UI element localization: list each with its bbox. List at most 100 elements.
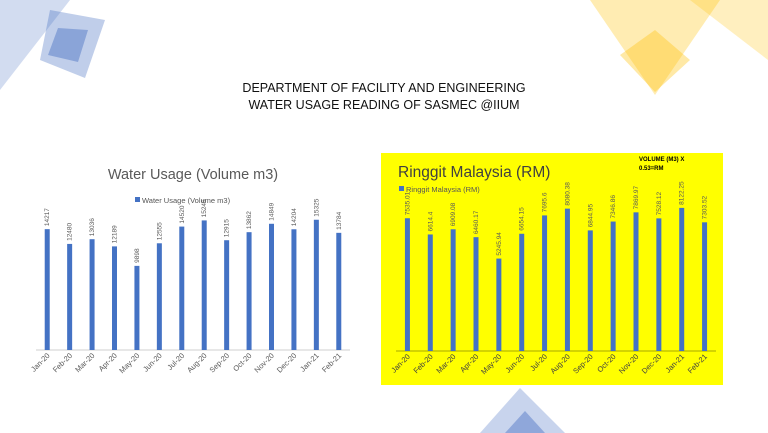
chart-title: Ringgit Malaysia (RM)	[398, 164, 550, 181]
tick-label: Jul-20	[528, 352, 549, 373]
data-label: 8080.38	[564, 182, 571, 206]
legend-label: Ringgit Malaysia (RM)	[406, 185, 480, 194]
data-label: 15246	[201, 199, 208, 217]
bar-Jun-20	[519, 233, 525, 351]
tick-label: Nov-20	[252, 351, 275, 374]
bar-Jan-20	[44, 229, 50, 350]
bar-Jan-20	[404, 218, 410, 351]
tick-label: Apr-20	[458, 352, 480, 374]
legend-label: Water Usage (Volume m3)	[142, 196, 231, 205]
data-label: 7346.86	[610, 195, 617, 219]
bar-May-20	[496, 258, 502, 351]
data-label: 14217	[44, 208, 51, 226]
tick-label: Sep-20	[208, 351, 231, 374]
data-label: 15325	[313, 198, 320, 216]
data-label: 6844.95	[587, 204, 594, 228]
data-label: 8122.25	[679, 181, 686, 205]
tick-label: Feb-21	[320, 351, 343, 374]
bar-Nov-20	[633, 212, 639, 351]
tick-label: Oct-20	[595, 352, 617, 374]
chart-annotation: 0.53=RM	[639, 166, 664, 172]
data-label: 9898	[134, 248, 141, 263]
data-label: 13784	[336, 211, 343, 229]
bar-Feb-21	[702, 222, 708, 351]
data-label: 7695.6	[542, 192, 549, 212]
bar-May-20	[134, 265, 140, 350]
data-label: 7528.12	[656, 191, 663, 215]
data-label: 14849	[269, 202, 276, 220]
bar-Feb-20	[427, 234, 433, 351]
legend-swatch	[399, 186, 404, 191]
tick-label: Feb-21	[686, 352, 709, 375]
bar-Sep-20	[587, 230, 593, 351]
tick-label: Aug-20	[548, 352, 571, 375]
bar-Aug-20	[564, 208, 570, 351]
tick-label: Sep-20	[571, 352, 594, 375]
bar-Oct-20	[246, 232, 252, 350]
data-label: 6654.15	[519, 207, 526, 231]
tick-label: Mar-20	[73, 351, 96, 374]
chart-legend: Ringgit Malaysia (RM)	[399, 185, 480, 194]
data-label: 7869.97	[633, 185, 640, 209]
tick-label: Jun-20	[141, 351, 164, 374]
bar-Nov-20	[269, 223, 274, 350]
data-label: 12189	[112, 225, 119, 243]
decor-bottom	[480, 388, 565, 433]
bar-Oct-20	[610, 221, 616, 351]
water-usage-chart: Water Usage (Volume m3) Water Usage (Volu…	[28, 155, 358, 385]
data-label: 12555	[156, 222, 163, 240]
bar-Jul-20	[542, 215, 548, 351]
tick-label: Aug-20	[185, 351, 208, 374]
tick-label: May-20	[117, 351, 141, 375]
legend-swatch	[135, 197, 140, 202]
data-label: 12915	[224, 219, 231, 237]
ringgit-chart-svg: Ringgit Malaysia (RM) Ringgit Malaysia (R…	[389, 157, 716, 376]
bar-Aug-20	[201, 220, 207, 350]
tick-label: Dec-20	[640, 352, 663, 375]
ringgit-chart: Ringgit Malaysia (RM) Ringgit Malaysia (R…	[381, 153, 723, 385]
chart-annotation: VOLUME (M3) X	[639, 157, 684, 163]
bar-Feb-20	[67, 243, 73, 350]
tick-label: Jan-21	[298, 351, 321, 374]
bar-Dec-20	[291, 229, 297, 350]
decor-top-right	[590, 0, 768, 95]
bar-Apr-20	[112, 246, 117, 350]
title-line-1: DEPARTMENT OF FACILITY AND ENGINEERING	[242, 81, 526, 95]
data-label: 6460.17	[473, 210, 480, 234]
data-label: 14204	[291, 208, 298, 226]
data-label: 6614.4	[427, 211, 434, 231]
data-label: 6909.08	[450, 202, 457, 226]
tick-label: Feb-20	[51, 351, 74, 374]
bar-Sep-20	[224, 240, 230, 350]
bar-Jan-21	[679, 207, 685, 351]
tick-label: Jun-20	[504, 352, 527, 375]
page-title: DEPARTMENT OF FACILITY AND ENGINEERING W…	[0, 80, 768, 114]
tick-label: Mar-20	[434, 352, 457, 375]
data-label: 12480	[67, 222, 74, 240]
bar-Dec-20	[656, 218, 662, 351]
water-usage-chart-svg: Water Usage (Volume m3) Water Usage (Volu…	[29, 167, 350, 375]
bar-Jan-21	[313, 219, 319, 350]
bar-Jul-20	[179, 226, 185, 350]
chart-legend: Water Usage (Volume m3)	[135, 196, 231, 205]
tick-label: Jan-20	[29, 351, 52, 374]
tick-label: Feb-20	[412, 352, 435, 375]
tick-label: Apr-20	[97, 351, 119, 373]
title-line-2: WATER USAGE READING OF SASMEC @IIUM	[248, 98, 520, 112]
tick-label: Jan-20	[389, 352, 412, 375]
bar-Feb-21	[336, 232, 342, 350]
data-label: 13036	[89, 218, 96, 236]
decor-top-left	[0, 0, 105, 90]
tick-label: Dec-20	[275, 351, 298, 374]
bar-Mar-20	[89, 239, 95, 350]
tick-label: Jul-20	[165, 351, 186, 372]
data-label: 7535.01	[404, 191, 411, 215]
data-label: 13862	[246, 211, 253, 229]
tick-label: Jan-21	[664, 352, 687, 375]
data-label: 5245.94	[496, 232, 503, 256]
chart-title: Water Usage (Volume m3)	[108, 167, 278, 183]
data-label: 7303.52	[702, 195, 709, 219]
data-label: 14520	[179, 205, 186, 223]
tick-label: Oct-20	[231, 351, 253, 373]
bar-Jun-20	[156, 243, 162, 350]
